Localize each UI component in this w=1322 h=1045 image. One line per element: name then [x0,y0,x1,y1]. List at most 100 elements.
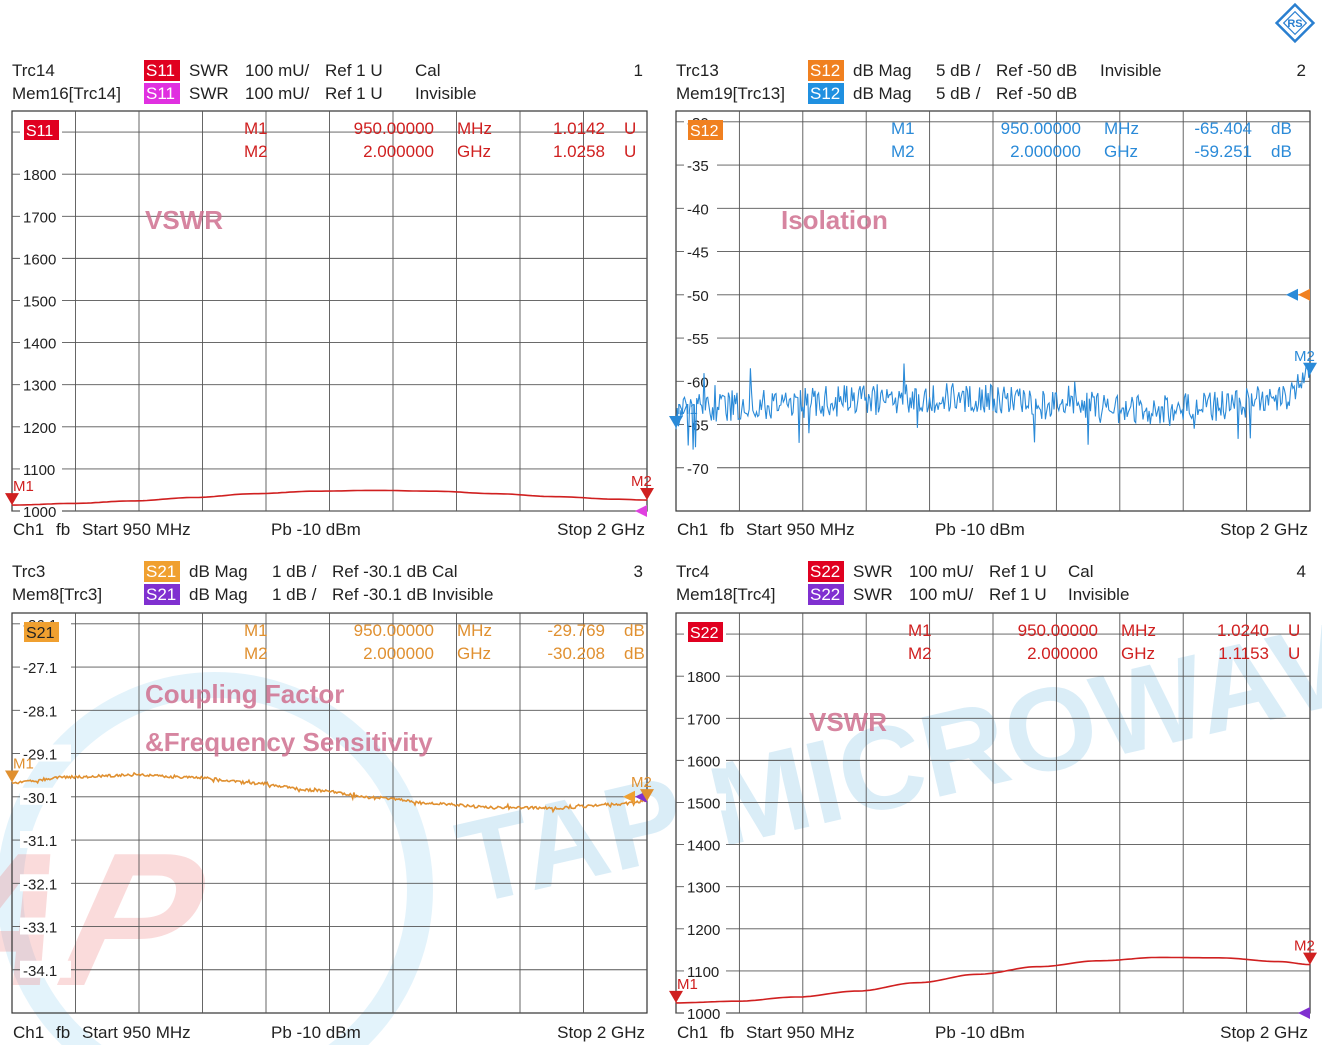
y-tick-bg [684,372,717,390]
marker-info-value: -59.251 [1194,142,1252,161]
trace-status: Invisible [432,585,493,604]
marker-info-freq: 2.000000 [363,142,434,161]
marker-info-value: -30.208 [547,644,605,663]
trace-badge-label: S22 [810,562,840,581]
trace-line [12,771,648,814]
chart-annotation-2: &Frequency Sensitivity [145,727,433,757]
y-tick-label: -27.1 [23,660,57,677]
y-tick-bg [20,333,62,351]
marker-info-name: M1 [908,621,932,640]
y-tick-label: 1100 [687,964,719,981]
trace-badge-label: S22 [810,585,840,604]
marker-triangle [669,990,683,1003]
footer-start: Start 950 MHz [746,520,855,539]
y-tick-label: 1000 [687,1006,720,1023]
y-tick-bg [20,744,71,762]
marker-info-value: 1.0142 [553,119,605,138]
y-tick-label: 1600 [687,753,720,770]
marker-info-unit-value: dB [1271,142,1292,161]
marker-info-name: M1 [244,621,268,640]
chart-panels: Trc14 S11 SWR 100 mU/Ref 1 U Cal Mem16[Trc14]… [5,60,1317,1042]
trace-scale: 5 dB / [936,61,981,80]
y-tick-bg [20,502,62,519]
logo-text: RS [1287,18,1302,30]
marker-info-name: M2 [908,644,932,663]
footer-stop: Stop 2 GHz [1220,1023,1308,1042]
trace-format: dB Mag [189,585,248,604]
marker-triangle [669,415,683,428]
chart-annotation: Coupling Factor [145,679,344,709]
trace-scale: 5 dB / [936,84,981,103]
y-tick-bg [684,458,717,476]
trace-badge [808,584,844,605]
diagram-index: 4 [1297,562,1306,581]
y-tick-bg [20,658,71,676]
marker-info-unit: GHz [457,142,491,161]
trace-tag-label: S11 [26,123,53,140]
trace-badge [144,561,180,582]
trace-format: dB Mag [853,84,912,103]
marker-info-unit: MHz [1121,621,1156,640]
y-tick-bg [20,375,62,393]
y-tick-bg [684,793,726,811]
y-tick-label: 1800 [23,167,56,184]
trace-ref: Ref 1 U [325,61,383,80]
marker-label: M1 [677,401,698,418]
trace-ref: Ref -30.1 dB [332,562,427,581]
y-tick-bg [20,165,62,183]
y-tick-bg [684,667,726,685]
y-tick-bg [20,417,62,435]
trace-tag-label: S22 [690,625,719,642]
y-tick-bg [20,831,71,849]
y-tick-bg [684,961,726,979]
trace-scale: 100 mU/ [909,585,974,604]
y-tick-label: 1700 [687,711,720,728]
marker-info-unit: GHz [457,644,491,663]
y-tick-bg [20,701,71,719]
y-tick-bg [20,917,71,935]
marker-info-unit: MHz [1104,119,1139,138]
y-tick-bg [684,199,717,217]
y-tick-bg [684,919,726,937]
reference-arrow [1298,1007,1310,1019]
trace-status: Invisible [415,84,476,103]
marker-info-unit-value: dB [624,644,645,663]
marker-info-name: M2 [244,142,268,161]
marker-info-value: -65.404 [1194,119,1252,138]
trace-badge-label: S11 [146,84,175,103]
y-tick-label: 1300 [687,880,720,897]
marker-triangle [640,488,654,501]
trace-ref: Ref 1 U [325,84,383,103]
logo-inner-diamond [1282,10,1308,36]
trace-status: Cal [432,562,458,581]
footer-stop: Stop 2 GHz [557,1023,645,1042]
marker-info-value: -29.769 [547,621,605,640]
y-tick-label: 1200 [23,420,56,437]
marker-label: M2 [1294,348,1315,365]
y-tick-bg [684,1004,726,1021]
marker-info-unit-value: U [624,119,636,138]
trace-badge [808,83,844,104]
footer-fb: fb [720,1023,734,1042]
footer-fb: fb [720,520,734,539]
trace-tag [688,622,723,642]
marker-label: M1 [13,478,34,495]
marker-info-unit: MHz [457,621,492,640]
trace-status: Cal [1068,562,1094,581]
y-tick-label: 1500 [687,795,720,812]
y-tick-bg [684,242,717,260]
trace-badge [144,60,180,81]
chart-grid: -30-35-40-45-50-55-60-65-70 [675,110,1311,512]
marker-label: M1 [13,756,34,773]
marker-label: M1 [677,976,698,993]
chart-grid: 1900180017001600150014001300120011001000 [675,612,1311,1023]
footer-power: Pb -10 dBm [271,1023,361,1042]
reference-arrow [1298,288,1310,301]
reference-arrow [635,505,647,517]
trace-tag [688,120,723,140]
footer-channel: Ch1 [13,520,44,539]
y-tick-label: -32.1 [23,876,57,893]
y-tick-bg [20,960,71,978]
marker-info-unit-value: U [1288,621,1300,640]
